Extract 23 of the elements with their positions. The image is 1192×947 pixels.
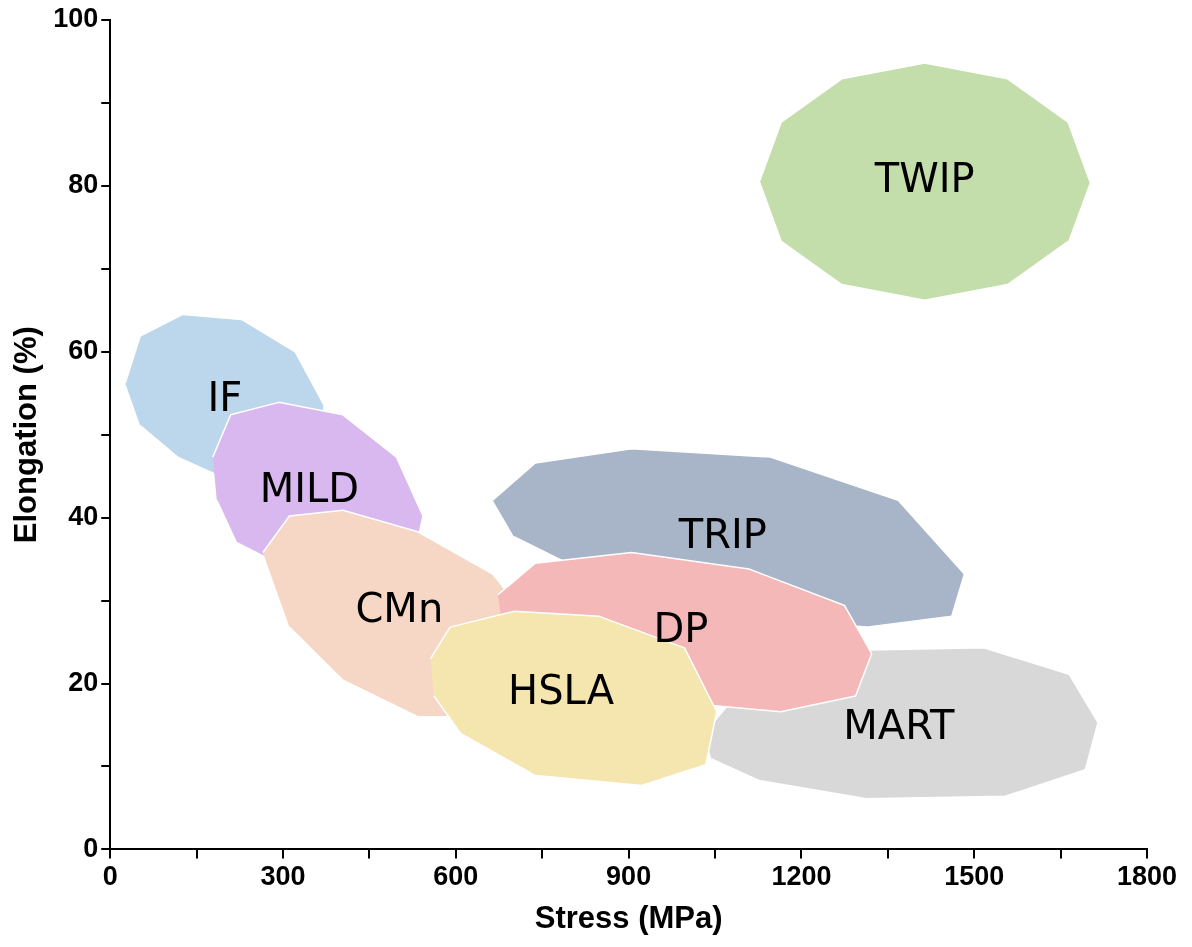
y-tick-label: 80	[68, 169, 99, 200]
x-tick-label: 1200	[771, 861, 832, 892]
x-tick-label: 1500	[944, 861, 1005, 892]
x-tick-label: 300	[260, 861, 306, 892]
series-label: DP	[653, 605, 709, 652]
x-tick-label: 0	[102, 861, 118, 892]
y-tick-label: 100	[53, 3, 99, 34]
x-tick-label: 900	[606, 861, 652, 892]
x-tick-label: 600	[433, 861, 479, 892]
series-label: IF	[207, 373, 243, 420]
x-tick-label: 1800	[1116, 861, 1178, 892]
series-label: MART	[843, 701, 956, 748]
y-axis-title: Elongation (%)	[8, 326, 44, 544]
series-label: TRIP	[677, 511, 767, 558]
series-label: HSLA	[508, 666, 615, 713]
y-tick-label: 40	[68, 501, 99, 532]
series-label: TWIP	[873, 155, 975, 202]
y-tick-label: 20	[68, 666, 99, 697]
y-tick-label: 60	[68, 335, 99, 366]
series-label: CMn	[355, 585, 444, 632]
series-label: MILD	[259, 465, 360, 512]
x-axis-title: Stress (MPa)	[534, 899, 723, 935]
y-tick-label: 0	[83, 832, 99, 863]
